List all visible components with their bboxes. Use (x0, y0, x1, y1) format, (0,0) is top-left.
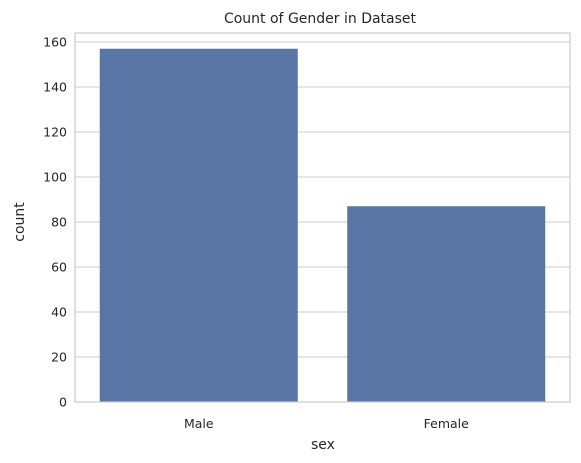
y-tick-label: 100 (43, 170, 67, 185)
y-tick-label: 120 (43, 125, 67, 140)
bar-female (347, 206, 546, 402)
y-tick-label: 0 (59, 395, 67, 410)
y-tick-labels: 0 20 40 60 80 100 120 140 160 (43, 35, 67, 410)
y-tick-label: 140 (43, 80, 67, 95)
bar-male (99, 48, 298, 402)
x-tick-label: Female (424, 416, 470, 431)
y-axis-label: count (12, 202, 28, 242)
plot-frame (74, 32, 571, 403)
x-tick-label: Male (184, 416, 214, 431)
y-tick-label: 40 (51, 305, 67, 320)
y-tick-label: 160 (43, 35, 67, 50)
bars (99, 48, 546, 402)
x-tick-labels: Male Female (184, 416, 469, 431)
y-tick-label: 60 (51, 260, 67, 275)
y-tick-label: 80 (51, 215, 67, 230)
x-axis-label: sex (311, 437, 335, 453)
axes-frame (74, 32, 571, 403)
chart-title: Count of Gender in Dataset (224, 11, 417, 27)
y-tick-label: 20 (51, 350, 67, 365)
